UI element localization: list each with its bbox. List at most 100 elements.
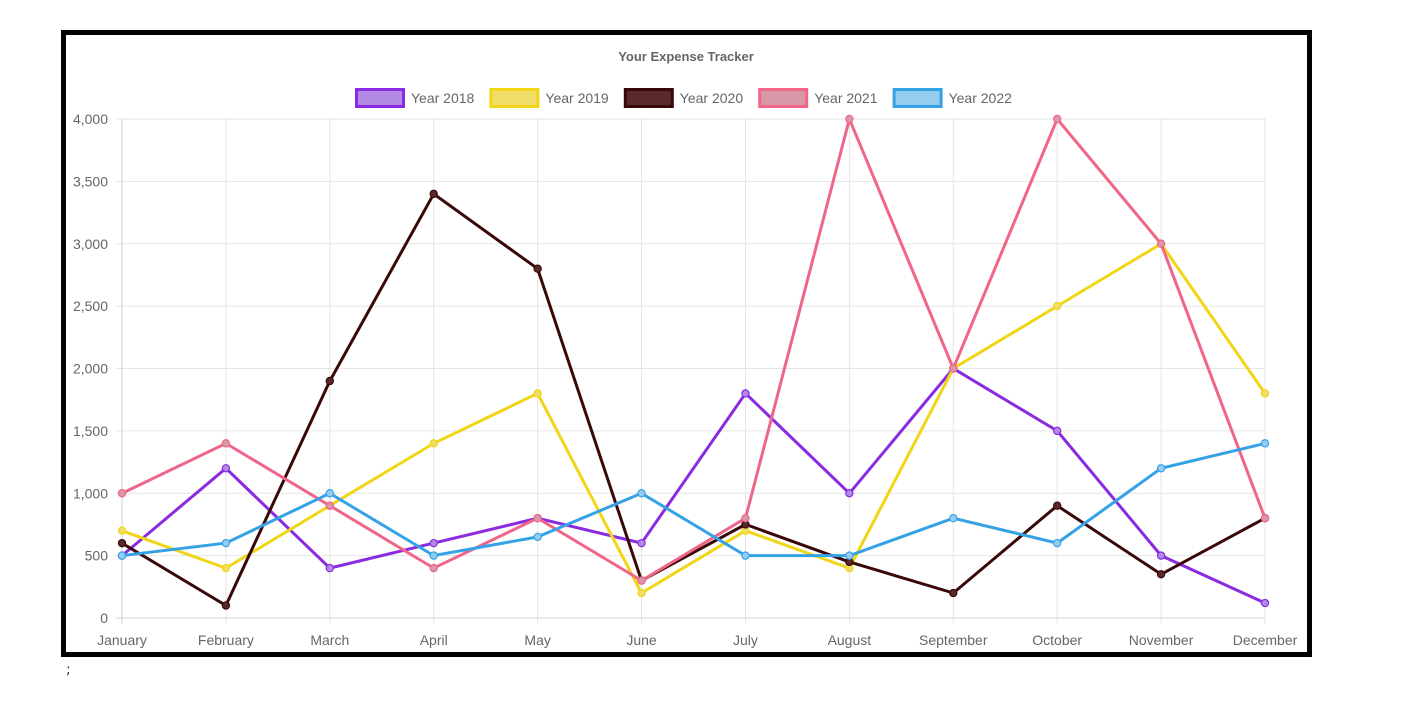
data-point-year-2022-february[interactable] <box>221 538 231 548</box>
series-year-2021 <box>117 114 1270 585</box>
y-tick-label: 1,500 <box>73 423 108 439</box>
data-point-year-2022-august[interactable] <box>845 551 854 560</box>
data-point-year-2018-november[interactable] <box>1156 551 1166 560</box>
data-point-year-2020-may[interactable] <box>533 264 542 273</box>
data-point-year-2021-november[interactable] <box>1156 239 1166 248</box>
data-point-year-2018-december[interactable] <box>1260 598 1270 608</box>
legend: Year 2018 Year 2019 Year 2020 Year 2021 Year… <box>355 88 1013 108</box>
x-tick-label-october: October <box>1032 632 1082 648</box>
y-tick-label: 3,000 <box>73 236 108 252</box>
data-point-year-2021-march[interactable] <box>325 501 335 510</box>
data-point-year-2022-july[interactable] <box>741 551 750 560</box>
data-point-year-2018-august[interactable] <box>845 489 854 498</box>
legend-label: Year 2021 <box>814 90 878 106</box>
y-tick-label: 2,500 <box>73 298 108 314</box>
legend-swatch <box>489 88 540 108</box>
data-point-year-2018-february[interactable] <box>221 464 231 473</box>
data-point-year-2022-january[interactable] <box>117 551 127 560</box>
data-point-year-2021-september[interactable] <box>949 364 958 373</box>
data-point-year-2021-june[interactable] <box>637 576 646 585</box>
data-point-year-2022-june[interactable] <box>637 489 646 498</box>
legend-swatch <box>623 88 674 108</box>
legend-label: Year 2018 <box>411 90 475 106</box>
y-tick-label: 500 <box>85 548 109 564</box>
legend-item-year-2019[interactable]: Year 2019 <box>489 88 609 108</box>
grid <box>116 118 1266 624</box>
y-axis-ticks: 0 500 1,000 1,500 2,000 2,500 3,000 3,500 4,000 <box>73 111 108 626</box>
legend-swatch <box>355 88 405 108</box>
data-point-year-2021-may[interactable] <box>533 514 542 523</box>
data-point-year-2022-december[interactable] <box>1260 439 1270 448</box>
x-axis-ticks: January February March April May June July Augu… <box>97 632 1298 648</box>
data-point-year-2019-february[interactable] <box>221 563 231 573</box>
y-tick-label: 0 <box>100 610 108 626</box>
data-point-year-2022-september[interactable] <box>949 514 958 523</box>
series-year-2020 <box>117 189 1270 610</box>
series-line-year-2020 <box>121 191 1266 608</box>
x-tick-label-february: February <box>198 632 254 648</box>
data-point-year-2020-november[interactable] <box>1156 570 1166 579</box>
y-tick-label: 1,000 <box>73 485 108 501</box>
data-point-year-2022-november[interactable] <box>1156 464 1166 473</box>
legend-item-year-2021[interactable]: Year 2021 <box>758 88 878 108</box>
data-point-year-2022-april[interactable] <box>429 551 438 560</box>
data-point-year-2022-october[interactable] <box>1052 538 1062 548</box>
data-point-year-2018-july[interactable] <box>741 389 750 398</box>
data-point-year-2020-march[interactable] <box>325 376 335 386</box>
data-point-year-2021-february[interactable] <box>221 439 231 448</box>
data-point-year-2019-june[interactable] <box>637 588 646 598</box>
data-point-year-2021-january[interactable] <box>117 489 127 498</box>
data-point-year-2019-may[interactable] <box>533 389 542 398</box>
data-point-year-2021-december[interactable] <box>1260 514 1270 523</box>
data-point-year-2020-april[interactable] <box>429 189 438 199</box>
x-tick-label-december: December <box>1233 632 1298 648</box>
data-point-year-2020-january[interactable] <box>117 538 127 548</box>
data-point-year-2019-april[interactable] <box>429 439 438 448</box>
data-point-year-2019-december[interactable] <box>1260 389 1270 398</box>
data-point-year-2020-february[interactable] <box>221 601 231 610</box>
legend-label: Year 2019 <box>545 90 609 106</box>
data-point-year-2018-march[interactable] <box>325 563 335 573</box>
legend-swatch <box>892 88 943 108</box>
data-point-year-2022-march[interactable] <box>325 489 335 498</box>
x-tick-label-may: May <box>524 632 550 648</box>
data-point-year-2020-september[interactable] <box>949 588 958 598</box>
data-point-year-2021-october[interactable] <box>1052 114 1062 124</box>
legend-swatch <box>758 88 809 108</box>
legend-label: Year 2020 <box>680 90 744 106</box>
series-year-2019 <box>117 239 1270 598</box>
x-tick-label-november: November <box>1129 632 1194 648</box>
legend-label: Year 2022 <box>949 90 1013 106</box>
series-line-year-2018 <box>121 366 1266 605</box>
x-tick-label-april: April <box>420 632 448 648</box>
series-lines <box>117 114 1270 610</box>
data-point-year-2021-july[interactable] <box>741 514 750 523</box>
data-point-year-2021-april[interactable] <box>429 563 438 573</box>
y-tick-label: 2,000 <box>73 361 108 377</box>
data-point-year-2019-january[interactable] <box>117 526 127 535</box>
x-tick-label-january: January <box>97 632 147 648</box>
x-tick-label-august: August <box>828 632 872 648</box>
data-point-year-2018-april[interactable] <box>429 538 438 548</box>
data-point-year-2022-may[interactable] <box>533 532 542 542</box>
x-tick-label-june: June <box>626 632 657 648</box>
y-tick-label: 3,500 <box>73 173 108 189</box>
series-line-year-2021 <box>121 114 1267 583</box>
data-point-year-2018-october[interactable] <box>1052 426 1062 436</box>
series-line-year-2019 <box>121 241 1267 596</box>
legend-item-year-2020[interactable]: Year 2020 <box>623 88 744 108</box>
chart-title: Your Expense Tracker <box>618 49 754 64</box>
y-tick-label: 4,000 <box>73 111 108 127</box>
data-point-year-2018-june[interactable] <box>637 538 646 548</box>
legend-item-year-2022[interactable]: Year 2022 <box>892 88 1013 108</box>
data-point-year-2019-october[interactable] <box>1052 301 1062 311</box>
series-year-2018 <box>117 364 1270 608</box>
legend-item-year-2018[interactable]: Year 2018 <box>355 88 475 108</box>
data-point-year-2020-october[interactable] <box>1052 501 1062 510</box>
series-line-year-2022 <box>121 441 1266 558</box>
data-point-year-2021-august[interactable] <box>845 114 854 124</box>
x-tick-label-march: March <box>310 632 349 648</box>
x-tick-label-july: July <box>733 632 758 648</box>
series-year-2022 <box>117 439 1270 560</box>
